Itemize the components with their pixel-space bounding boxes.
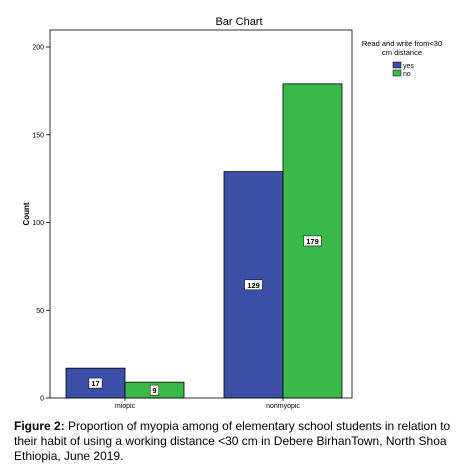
- data-label-box: [244, 279, 263, 291]
- plot-frame: [49, 29, 353, 399]
- y-axis-label: Count: [22, 202, 31, 225]
- figure-caption: Figure 2: Proportion of myopia among of …: [14, 419, 459, 464]
- legend-swatch-yes: [392, 61, 402, 69]
- chart-title: Bar Chart: [215, 16, 262, 28]
- x-tick-label: nonmyopic: [266, 403, 300, 410]
- y-tick-label: 50: [36, 308, 44, 315]
- x-axis: miopic nonmyopic: [115, 398, 300, 410]
- legend-title-line-1: Read and write from<30: [362, 39, 442, 48]
- legend-label-yes: yes: [403, 63, 414, 70]
- x-tick-label: miopic: [115, 403, 136, 410]
- bar-chart: Bar Chart Count 0 50 100 150 200 miopic nonmy…: [22, 16, 443, 410]
- y-axis: 0 50 100 150 200: [32, 45, 50, 403]
- data-label: 179: [306, 237, 319, 246]
- legend-title-line-2: cm distance: [382, 48, 422, 57]
- data-label-box: [88, 377, 103, 389]
- chart-svg: Bar Chart Count 0 50 100 150 200 miopic nonmy…: [22, 16, 442, 410]
- legend-swatch-no: [392, 69, 402, 77]
- data-label: 9: [152, 386, 156, 395]
- y-tick-label: 200: [32, 45, 44, 52]
- legend: Read and write from<30 cm distance yes n…: [362, 39, 442, 78]
- y-tick-label: 100: [32, 220, 44, 227]
- caption-text: Proportion of myopia among of elementary…: [14, 419, 451, 463]
- y-tick-label: 150: [32, 132, 44, 139]
- data-label-box: [303, 235, 322, 247]
- data-label: 129: [247, 281, 260, 290]
- caption-label: Figure 2:: [14, 419, 65, 433]
- data-label: 17: [91, 379, 99, 388]
- data-label-box: [149, 384, 160, 396]
- bars: [65, 83, 343, 399]
- y-tick-label: 0: [40, 396, 44, 403]
- legend-label-no: no: [403, 71, 411, 78]
